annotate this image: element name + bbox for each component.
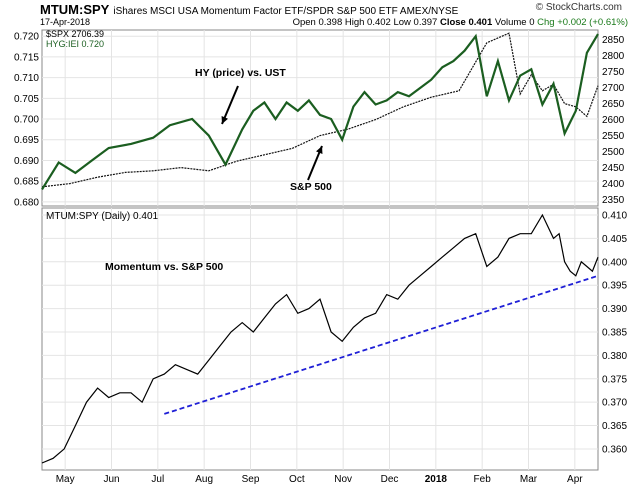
quote-close: Close 0.401	[439, 17, 493, 28]
top-right-tick-label: 2750	[602, 67, 625, 78]
x-tick-label: Apr	[567, 474, 583, 485]
bottom-right-tick-label: 0.400	[602, 257, 627, 268]
top-right-tick-label: 2350	[602, 195, 625, 206]
bottom-right-tick-label: 0.405	[602, 234, 627, 245]
trendline-dashed	[164, 274, 599, 415]
chart-symbol: MTUM:SPY iShares MSCI USA Momentum Factor…	[40, 2, 459, 17]
quote-low: Low 0.397	[393, 17, 438, 28]
top-left-tick-label: 0.690	[14, 156, 39, 167]
x-tick-label: 2018	[425, 474, 448, 485]
top-right-tick-label: 2400	[602, 179, 625, 190]
x-tick-label: Mar	[520, 474, 538, 485]
brand-watermark: © StockCharts.com	[535, 2, 622, 13]
legend-hy: HYG:IEI 0.720	[46, 39, 104, 49]
chart-date: 17-Apr-2018	[40, 17, 91, 27]
x-tick-label: Nov	[334, 474, 352, 485]
annotation-arrow-hy-head	[221, 116, 229, 124]
x-tick-label: Feb	[474, 474, 492, 485]
top-right-tick-label: 2800	[602, 51, 625, 62]
bottom-panel-title: MTUM:SPY (Daily) 0.401	[46, 211, 159, 222]
bottom-right-tick-label: 0.390	[602, 304, 627, 315]
quote-volume: Volume 0	[494, 17, 535, 28]
annotation-momentum: Momentum vs. S&P 500	[105, 261, 223, 273]
top-right-tick-label: 2700	[602, 83, 625, 94]
chart-description: iShares MSCI USA Momentum Factor ETF/SPD…	[113, 6, 459, 17]
top-right-tick-label: 2550	[602, 131, 625, 142]
x-tick-label: Oct	[289, 474, 305, 485]
top-panel-frame	[41, 29, 599, 207]
top-left-tick-label: 0.715	[14, 52, 39, 63]
bottom-right-tick-label: 0.370	[602, 398, 627, 409]
top-right-tick-label: 2650	[602, 99, 625, 110]
quote-bar: Open 0.398 High 0.402 Low 0.397 Close 0.…	[293, 17, 628, 28]
hy-series-line	[41, 33, 599, 190]
x-tick-label: Jul	[151, 474, 164, 485]
quote-change: Chg +0.002 (+0.61%)	[537, 17, 628, 28]
top-left-tick-label: 0.695	[14, 135, 39, 146]
x-tick-label: Sep	[242, 474, 260, 485]
bottom-right-tick-label: 0.380	[602, 351, 627, 362]
bottom-right-tick-label: 0.385	[602, 327, 627, 338]
top-right-tick-label: 2850	[602, 35, 625, 46]
x-tick-label: Jun	[103, 474, 119, 485]
annotation-spx: S&P 500	[290, 181, 332, 193]
top-left-tick-label: 0.720	[14, 32, 39, 43]
annotation-hy: HY (price) vs. UST	[195, 67, 286, 79]
quote-high: High 0.402	[344, 17, 391, 28]
bottom-right-tick-label: 0.375	[602, 374, 627, 385]
x-tick-label: Aug	[195, 474, 213, 485]
x-tick-label: May	[56, 474, 75, 485]
top-right-tick-label: 2450	[602, 163, 625, 174]
bottom-right-tick-label: 0.410	[602, 211, 627, 222]
top-left-tick-label: 0.705	[14, 94, 39, 105]
top-left-tick-label: 0.710	[14, 73, 39, 84]
bottom-panel-frame	[41, 207, 599, 471]
bottom-right-tick-label: 0.365	[602, 421, 627, 432]
annotation-arrow-spx-head	[316, 146, 323, 154]
momentum-ratio-line	[41, 213, 599, 464]
top-right-tick-label: 2600	[602, 115, 625, 126]
quote-open: Open 0.398	[292, 17, 343, 28]
legend-spx: $SPX 2706.39	[46, 29, 104, 39]
bottom-right-tick-label: 0.360	[602, 444, 627, 455]
top-left-tick-label: 0.680	[14, 197, 39, 208]
top-left-tick-label: 0.685	[14, 177, 39, 188]
bottom-right-tick-label: 0.395	[602, 281, 627, 292]
top-left-tick-label: 0.700	[14, 115, 39, 126]
top-right-tick-label: 2500	[602, 147, 625, 158]
x-tick-label: Dec	[381, 474, 399, 485]
